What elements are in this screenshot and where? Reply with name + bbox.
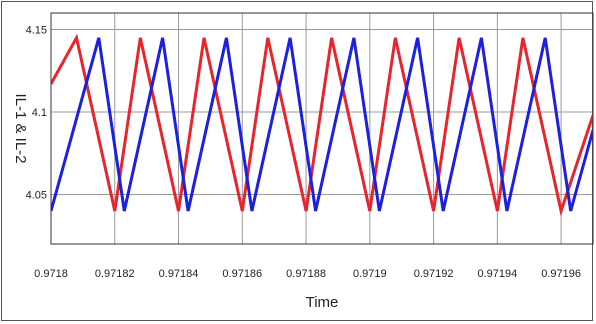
x-tick-labels: 0.9718 0.97182 0.97184 0.97186 0.97188 0.9719… [34,268,581,280]
y-tick-label: 4.15 [26,25,47,37]
y-tick-label: 4.05 [26,190,47,202]
x-tick-label: 0.9718 [34,268,68,280]
x-axis-label: Time [306,294,339,311]
x-tick-label: 0.9719 [353,268,387,280]
x-tick-label: 0.97192 [414,268,454,280]
y-axis-label: IL-1 & IL-2 [12,93,29,163]
series-layer [51,33,593,217]
x-tick-label: 0.97184 [159,268,199,280]
x-tick-label: 0.97194 [477,268,517,280]
y-tick-labels: 4.05 4.1 4.15 [26,25,47,202]
y-tick-label: 4.1 [32,107,47,119]
x-tick-label: 0.97196 [541,268,581,280]
x-tick-label: 0.97188 [286,268,326,280]
series-line-2 [51,37,593,212]
grid-lines [50,13,593,244]
plot-area-border [50,12,594,245]
x-tick-label: 0.97182 [95,268,135,280]
x-tick-label: 0.97186 [222,268,262,280]
